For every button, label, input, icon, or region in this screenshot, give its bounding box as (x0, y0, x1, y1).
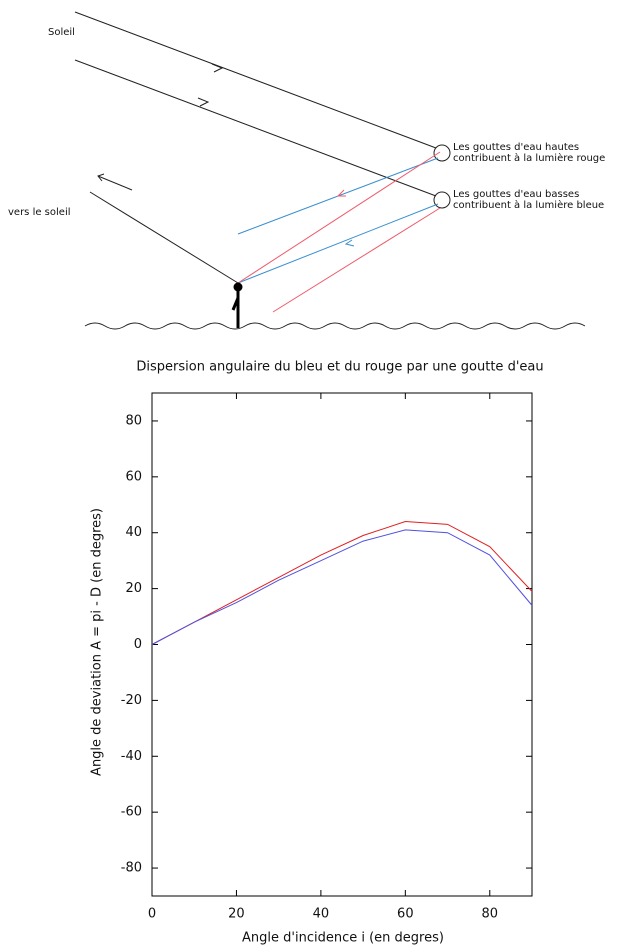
series-line (151, 521, 533, 645)
red-ray (272, 207, 441, 313)
x-tick-label: 60 (397, 907, 414, 922)
arrow (97, 175, 133, 191)
y-axis-label: Angle de deviation A = pi - D (en degres… (90, 508, 105, 776)
arrow-head (344, 239, 355, 247)
drop-label: Les gouttes d'eau basses (453, 189, 579, 200)
drop-label: contribuent à la lumière rouge (453, 152, 605, 164)
drop (433, 144, 451, 162)
x-axis-label: Angle d'incidence i (en degres) (242, 931, 444, 945)
plot-frame (151, 392, 533, 897)
x-tick-label: 0 (148, 907, 156, 922)
blue-ray (237, 203, 439, 284)
x-tick-label: 40 (313, 907, 330, 922)
red-ray (237, 151, 441, 284)
y-tick-label: 80 (125, 413, 142, 428)
arrow-head (97, 173, 105, 182)
arrow-head (211, 63, 224, 73)
series-line (151, 529, 533, 645)
x-tick-label: 80 (482, 907, 499, 922)
y-tick-label: 60 (125, 469, 142, 484)
plot: -80 -60 -40 -20 0 20 40 60 80 0 20 40 60 80 (121, 393, 533, 922)
person (231, 282, 243, 328)
arrow-head (197, 97, 210, 107)
drop-label: contribuent à la lumière bleue (453, 199, 604, 211)
sun-ray (74, 59, 437, 197)
diagram: Soleil vers le soleil Les gouttes d'eau … (8, 11, 605, 330)
drop-label: Les gouttes d'eau hautes (453, 142, 579, 153)
drop (433, 191, 451, 209)
y-tick-label: 20 (125, 581, 142, 596)
sun-label: Soleil (48, 27, 75, 38)
x-tick-label: 20 (228, 907, 245, 922)
sun-ray (74, 11, 437, 149)
y-tick-label: 40 (125, 525, 142, 540)
sun-ray (89, 191, 239, 284)
ground (84, 322, 586, 330)
arrow-head (336, 189, 346, 197)
toward-sun-label: vers le soleil (8, 207, 71, 218)
chart-title: Dispersion angulaire du bleu et du rouge… (136, 360, 543, 375)
y-tick-label: -80 (121, 861, 142, 876)
y-tick-label: 0 (134, 637, 142, 652)
y-tick-label: -60 (121, 805, 142, 820)
y-tick-label: -40 (121, 749, 142, 764)
y-tick-label: -20 (121, 693, 142, 708)
